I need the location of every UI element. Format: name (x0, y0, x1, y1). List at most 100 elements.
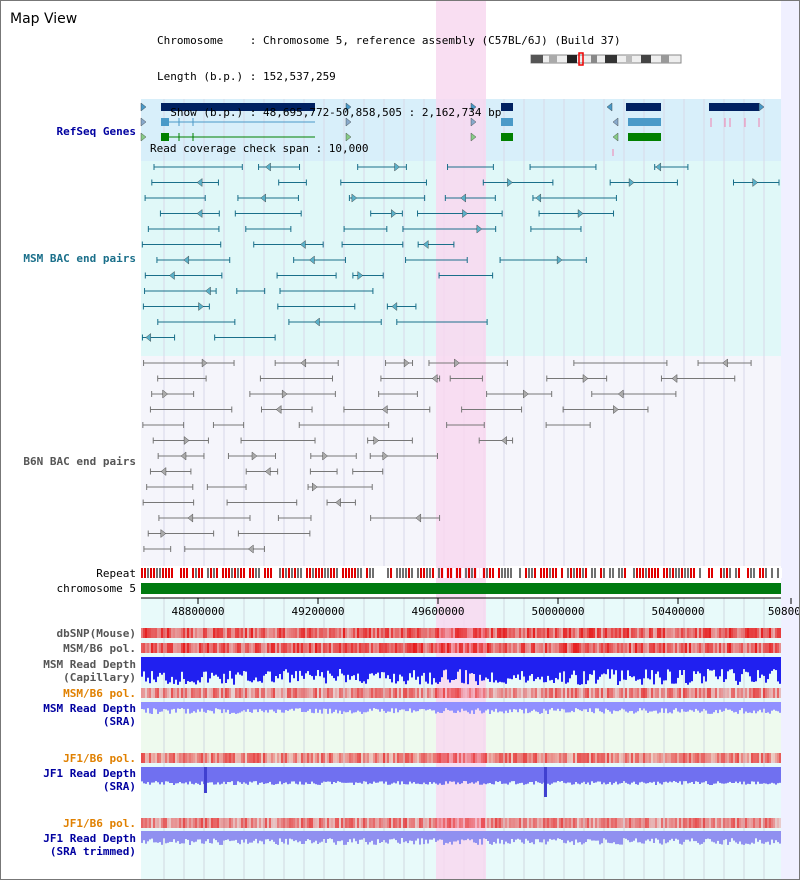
track-label-jf1-pol-2[interactable]: JF1/B6 pol. (63, 817, 136, 830)
snp-density-cell (431, 643, 433, 653)
snp-density-cell (283, 818, 285, 828)
snp-density-cell (287, 818, 289, 828)
track-label-jf1-pol-1[interactable]: JF1/B6 pol. (63, 752, 136, 765)
msm-bac-pair-arrow (196, 209, 203, 218)
read-depth-bar (595, 831, 597, 841)
read-depth-bar (685, 657, 687, 683)
track-label-repeat[interactable]: Repeat (96, 567, 136, 580)
snp-density-cell (149, 643, 151, 653)
snp-density-cell (649, 753, 651, 763)
read-depth-bar (169, 831, 171, 842)
read-depth-bar (631, 767, 633, 783)
snp-density-cell (453, 628, 455, 638)
b6n-bac-pair-arrow (322, 451, 328, 461)
read-depth-bar (189, 767, 191, 782)
read-depth-bar (759, 767, 761, 784)
read-depth-bar (751, 702, 753, 714)
snp-density-cell (329, 643, 331, 653)
snp-density-cell (619, 643, 621, 653)
snp-density-cell (715, 688, 717, 698)
read-depth-bar (465, 831, 467, 841)
read-depth-bar (617, 767, 619, 785)
read-depth-bar (519, 657, 521, 680)
snp-density-cell (397, 688, 399, 698)
snp-density-cell (287, 643, 289, 653)
snp-density-cell (543, 628, 545, 638)
read-depth-bar (339, 702, 341, 711)
track-label-msm-pol-1[interactable]: MSM/B6 pol. (63, 642, 136, 655)
snp-density-cell (189, 688, 191, 698)
read-depth-bar (429, 702, 431, 710)
snp-density-cell (413, 688, 415, 698)
snp-density-cell (735, 688, 737, 698)
read-depth-bar (407, 702, 409, 712)
track-label-msm-depth-sra[interactable]: MSM Read Depth (SRA) (11, 702, 136, 728)
snp-density-cell (451, 818, 453, 828)
read-depth-bar (217, 767, 219, 783)
read-depth-bar (677, 657, 679, 678)
snp-density-cell (569, 628, 571, 638)
snp-density-cell (457, 753, 459, 763)
read-depth-bar (623, 702, 625, 710)
repeat-mark (492, 568, 494, 578)
snp-density-cell (345, 628, 347, 638)
snp-density-cell (359, 628, 361, 638)
track-label-jf1-depth-sra[interactable]: JF1 Read Depth (SRA) (11, 767, 136, 793)
read-depth-bar (435, 831, 437, 842)
track-label-refseq-genes[interactable]: RefSeq Genes (56, 125, 136, 138)
snp-density-cell (619, 628, 621, 638)
read-depth-bar (317, 657, 319, 670)
read-depth-bar (195, 831, 197, 842)
snp-density-cell (287, 628, 289, 638)
read-depth-bar (197, 767, 199, 784)
snp-density-cell (517, 753, 519, 763)
snp-density-cell (365, 643, 367, 653)
snp-density-cell (675, 628, 677, 638)
snp-density-cell (755, 688, 757, 698)
msm-bac-pair-arrow (577, 209, 584, 218)
snp-density-cell (347, 753, 349, 763)
snp-density-cell (257, 753, 259, 763)
snp-density-cell (197, 688, 199, 698)
track-label-b6n-bac[interactable]: B6N BAC end pairs (23, 455, 136, 468)
read-depth-bar (163, 657, 165, 673)
repeat-mark (756, 568, 758, 578)
ideogram-band (605, 55, 617, 63)
read-depth-bar (613, 657, 615, 675)
read-depth-bar (683, 767, 685, 782)
read-depth-bar (471, 767, 473, 783)
track-label-msm-depth-capillary[interactable]: MSM Read Depth (Capillary) (11, 658, 136, 684)
snp-density-cell (685, 628, 687, 638)
read-depth-bar (583, 767, 585, 782)
track-label-dbsnp[interactable]: dbSNP(Mouse) (56, 627, 136, 640)
read-depth-bar (195, 702, 197, 713)
read-depth-bar (663, 831, 665, 840)
read-depth-bar (483, 767, 485, 784)
read-depth-bar (405, 767, 407, 785)
track-label-jf1-depth-trimmed[interactable]: JF1 Read Depth (SRA trimmed) (11, 832, 136, 858)
track-label-msm-pol-2[interactable]: MSM/B6 pol. (63, 687, 136, 700)
repeat-mark (342, 568, 344, 578)
read-depth-bar (455, 831, 457, 842)
snp-density-cell (433, 818, 435, 828)
read-depth-bar (435, 657, 437, 683)
read-depth-bar (633, 831, 635, 841)
read-depth-bar (597, 657, 599, 680)
snp-density-cell (577, 628, 579, 638)
snp-density-cell (693, 643, 695, 653)
snp-density-cell (607, 818, 609, 828)
snp-density-cell (315, 818, 317, 828)
read-depth-bar (695, 767, 697, 782)
track-label-msm-bac[interactable]: MSM BAC end pairs (23, 252, 136, 265)
snp-density-cell (591, 628, 593, 638)
repeat-mark (474, 568, 476, 578)
snp-density-cell (389, 628, 391, 638)
read-depth-bar (491, 702, 493, 711)
snp-density-cell (247, 643, 249, 653)
track-label-chromosome[interactable]: chromosome 5 (56, 582, 136, 595)
snp-density-cell (723, 688, 725, 698)
snp-density-cell (779, 753, 781, 763)
read-depth-bar (733, 702, 735, 713)
read-depth-bar (163, 831, 165, 839)
